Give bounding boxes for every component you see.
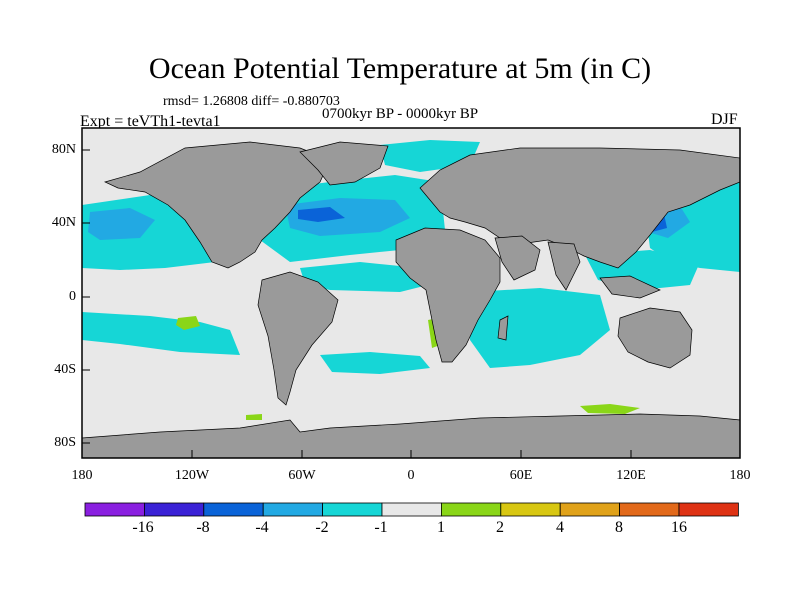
north-america (103, 141, 331, 269)
gulf-stream-dark (298, 207, 345, 222)
south-america (257, 271, 339, 406)
southeast-asia-islands (599, 275, 661, 299)
map-title: Ocean Potential Temperature at 5m (in C) (148, 52, 652, 85)
experiment-text: Expt = teVTh1-tevta1 (80, 113, 221, 130)
period-text: 0700kyr BP - 0000kyr BP (322, 106, 479, 122)
lon-label-60w: 60W (288, 468, 316, 483)
lat-label-40n: 40N (51, 215, 76, 230)
season-text: DJF (711, 111, 738, 128)
colorbar-label-5: 1 (437, 519, 445, 536)
colorbar-label-2: -4 (255, 519, 269, 536)
colorbar-label-0: -16 (132, 519, 154, 536)
colorbar-swatch-8 (559, 502, 621, 517)
colorbar-swatch-2 (203, 502, 264, 517)
lon-label-180w: 180 (71, 468, 93, 483)
lat-label-40s: 40S (54, 362, 76, 377)
colorbar-label-1: -8 (196, 519, 210, 536)
warm-patch-south-indian (580, 404, 640, 414)
north-atlantic-blue (285, 198, 410, 236)
colorbar-swatch-0 (84, 502, 145, 517)
north-pacific-blue (88, 208, 155, 240)
lon-label-60e: 60E (509, 468, 533, 483)
colorbar-label-8: 8 (615, 519, 623, 536)
colorbar-swatch-4 (322, 502, 383, 517)
arabia (494, 235, 541, 281)
colorbar-swatch-3 (262, 502, 324, 517)
colorbar-label-6: 2 (496, 519, 504, 536)
south-pacific-anomaly (82, 312, 240, 355)
india (547, 241, 581, 291)
colorbar-label-4: -1 (374, 519, 388, 536)
colorbar-swatch-6 (440, 502, 502, 517)
lon-label-180e: 180 (729, 468, 751, 483)
axis-ticks (82, 149, 632, 458)
lon-label-120w: 120W (174, 468, 210, 483)
land-masses (81, 141, 741, 459)
lon-label-0: 0 (407, 468, 415, 483)
warm-patch-pacific (176, 316, 200, 330)
indian-ocean-anomaly (470, 288, 610, 368)
lat-label-80s: 80S (54, 435, 76, 450)
australia (617, 307, 693, 369)
colorbar-swatch-1 (143, 502, 205, 517)
colorbar-label-9: 16 (671, 519, 687, 536)
colorbar-swatch-9 (619, 502, 680, 517)
colorbar-swatch-10 (678, 502, 739, 517)
lon-label-120e: 120E (616, 468, 646, 483)
greenland (299, 141, 389, 186)
warm-patch-weddell (246, 414, 262, 420)
stats-text: rmsd= 1.26808 diff= -0.880703 (163, 94, 340, 109)
lat-label-80n: 80N (51, 142, 76, 157)
colorbar-label-3: -2 (315, 519, 329, 536)
south-atlantic-anomaly (320, 352, 430, 374)
colorbar-label-7: 4 (556, 519, 564, 536)
colorbar-swatch-5 (381, 502, 442, 517)
colorbar (84, 502, 739, 517)
africa (395, 227, 501, 363)
colorbar-swatch-7 (500, 502, 561, 517)
madagascar (497, 315, 509, 341)
lat-label-0: 0 (69, 289, 76, 304)
